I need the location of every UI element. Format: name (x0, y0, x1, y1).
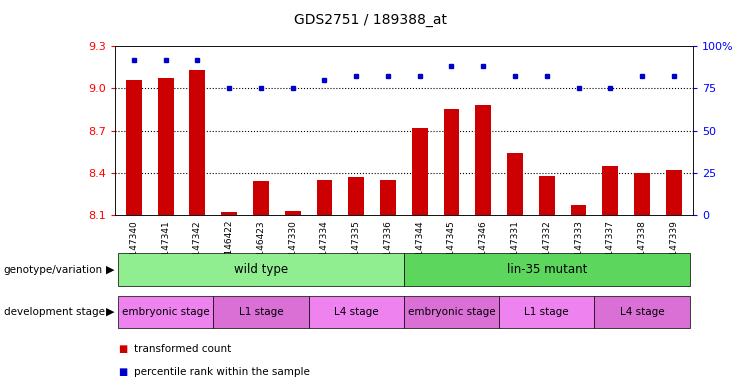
Text: L1 stage: L1 stage (525, 307, 569, 317)
Bar (285, 211, 301, 215)
Text: genotype/variation: genotype/variation (4, 265, 103, 275)
Bar (222, 212, 237, 215)
Text: development stage: development stage (4, 307, 104, 317)
Bar (475, 105, 491, 215)
Bar (539, 175, 555, 215)
Bar (190, 70, 205, 215)
Text: ▶: ▶ (106, 265, 114, 275)
Bar (444, 109, 459, 215)
Bar (348, 177, 364, 215)
Text: wild type: wild type (234, 263, 288, 276)
Bar (253, 181, 269, 215)
Bar (316, 180, 333, 215)
Text: lin-35 mutant: lin-35 mutant (507, 263, 587, 276)
Text: ▶: ▶ (106, 307, 114, 317)
Text: L4 stage: L4 stage (619, 307, 665, 317)
Text: percentile rank within the sample: percentile rank within the sample (134, 367, 310, 377)
Text: ■: ■ (118, 344, 127, 354)
Text: ■: ■ (118, 367, 127, 377)
Bar (380, 180, 396, 215)
Bar (602, 166, 618, 215)
Bar (126, 80, 142, 215)
Text: embryonic stage: embryonic stage (122, 307, 210, 317)
Bar (634, 173, 650, 215)
Bar (412, 128, 428, 215)
Text: L4 stage: L4 stage (334, 307, 379, 317)
Text: transformed count: transformed count (134, 344, 232, 354)
Text: embryonic stage: embryonic stage (408, 307, 495, 317)
Text: GDS2751 / 189388_at: GDS2751 / 189388_at (294, 13, 447, 27)
Bar (666, 170, 682, 215)
Text: L1 stage: L1 stage (239, 307, 283, 317)
Bar (158, 78, 173, 215)
Bar (507, 153, 523, 215)
Bar (571, 205, 586, 215)
